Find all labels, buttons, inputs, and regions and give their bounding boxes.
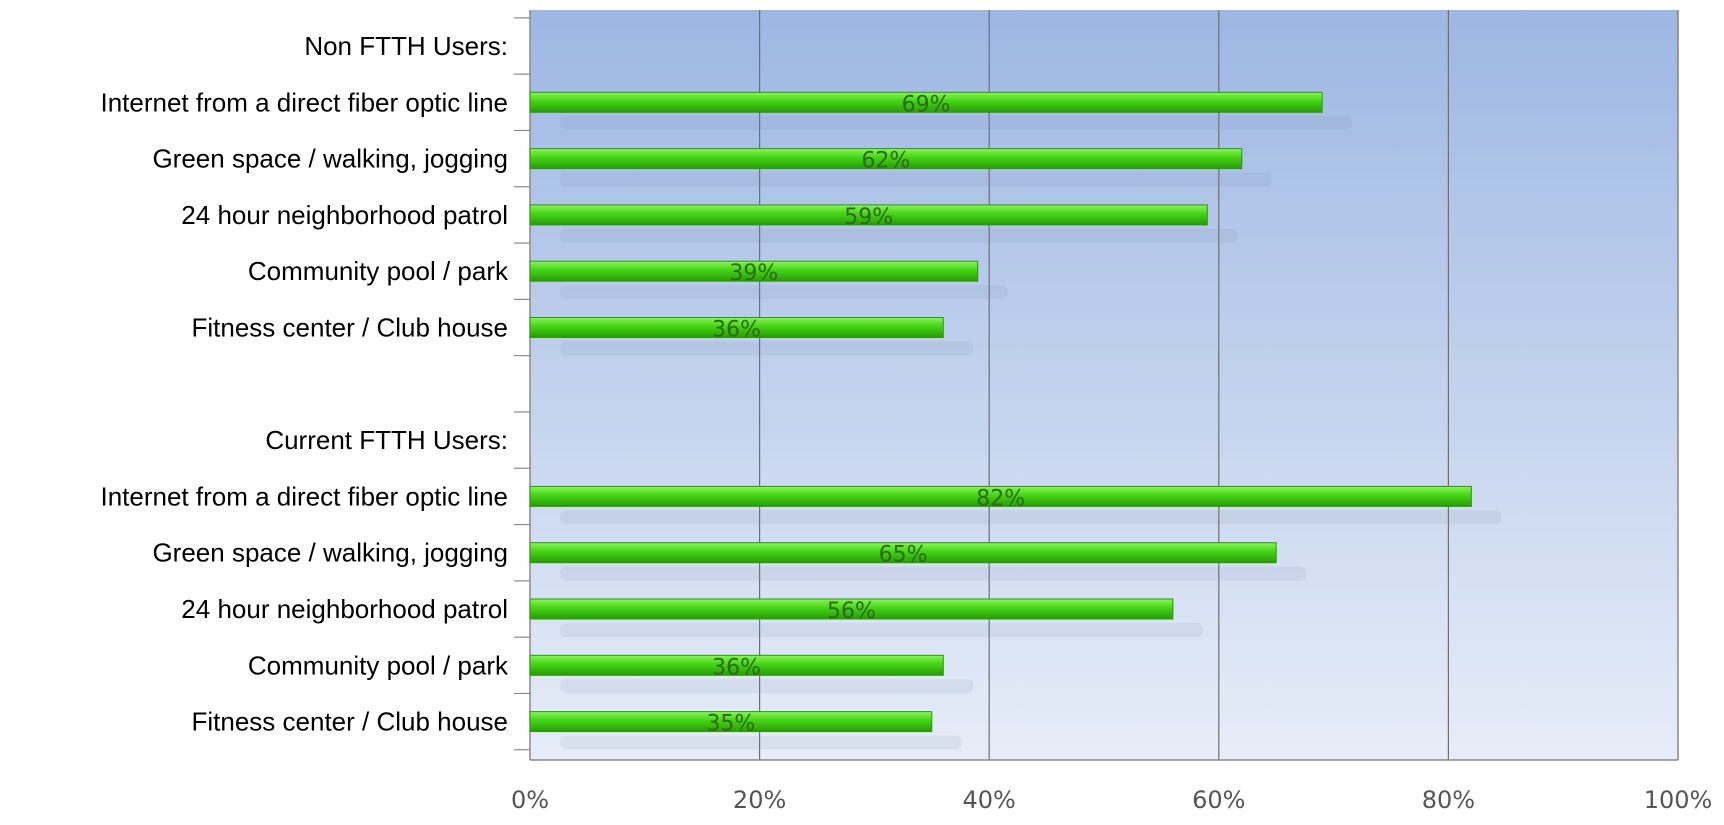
bar-shadow [560, 285, 1008, 300]
category-label: Internet from a direct fiber optic line [100, 481, 508, 511]
bar-shadow [560, 510, 1502, 525]
bar [529, 485, 1472, 507]
category-labels: Non FTTH Users: Internet from a direct fi… [100, 31, 509, 737]
gridlines [758, 10, 1679, 760]
category-label: Fitness center / Club house [192, 707, 509, 737]
x-tick-label: 40% [963, 786, 1016, 814]
plot-area [530, 10, 1678, 760]
bar [529, 542, 1277, 564]
bar [529, 148, 1243, 170]
data-label: 59% [844, 205, 893, 230]
data-label: 39% [729, 261, 778, 286]
data-label: 65% [879, 543, 928, 568]
data-label: 69% [902, 92, 951, 117]
axes [514, 10, 1678, 761]
category-label: Green space / walking, jogging [152, 144, 508, 174]
x-tick-labels: 0% 20% 40% 60% 80% 100% [511, 786, 1712, 814]
category-label: Green space / walking, jogging [152, 538, 508, 568]
category-label: Community pool / park [248, 650, 509, 680]
category-label: 24 hour neighborhood patrol [181, 200, 508, 230]
bar-shadow [560, 116, 1353, 131]
data-label: 35% [706, 712, 755, 737]
bar [529, 711, 933, 733]
x-tick-label: 20% [733, 786, 786, 814]
category-label: Community pool / park [248, 256, 509, 286]
category-label: Internet from a direct fiber optic line [100, 87, 508, 117]
bar-shadow [560, 623, 1203, 637]
bar [529, 260, 979, 282]
bar-shadow [560, 679, 974, 694]
x-tick-label: 100% [1644, 786, 1713, 814]
data-label: 62% [861, 149, 910, 174]
x-tick-label: 80% [1422, 786, 1475, 814]
bar-shadow [560, 566, 1307, 581]
bars: 69% 62% 59% 39% 36% 82% 65% 56% 36% 35% [529, 91, 1502, 750]
bar [529, 317, 944, 338]
bar-shadow [560, 735, 962, 750]
bar-shadow [560, 341, 974, 356]
category-label: Non FTTH Users: [304, 31, 508, 61]
data-label: 56% [827, 599, 876, 624]
data-label: 36% [712, 655, 761, 680]
bar-shadow [560, 228, 1238, 243]
x-tick-label: 0% [511, 786, 549, 814]
x-tick-label: 60% [1192, 786, 1245, 814]
data-label: 36% [712, 318, 761, 343]
category-label: Current FTTH Users: [265, 425, 508, 455]
category-label: Fitness center / Club house [192, 313, 509, 343]
bar [529, 204, 1208, 226]
data-label: 82% [976, 486, 1025, 511]
bar [529, 91, 1323, 113]
bar [529, 598, 1174, 620]
bar [529, 654, 944, 676]
category-label: 24 hour neighborhood patrol [181, 594, 508, 624]
bar-shadow [560, 172, 1272, 187]
